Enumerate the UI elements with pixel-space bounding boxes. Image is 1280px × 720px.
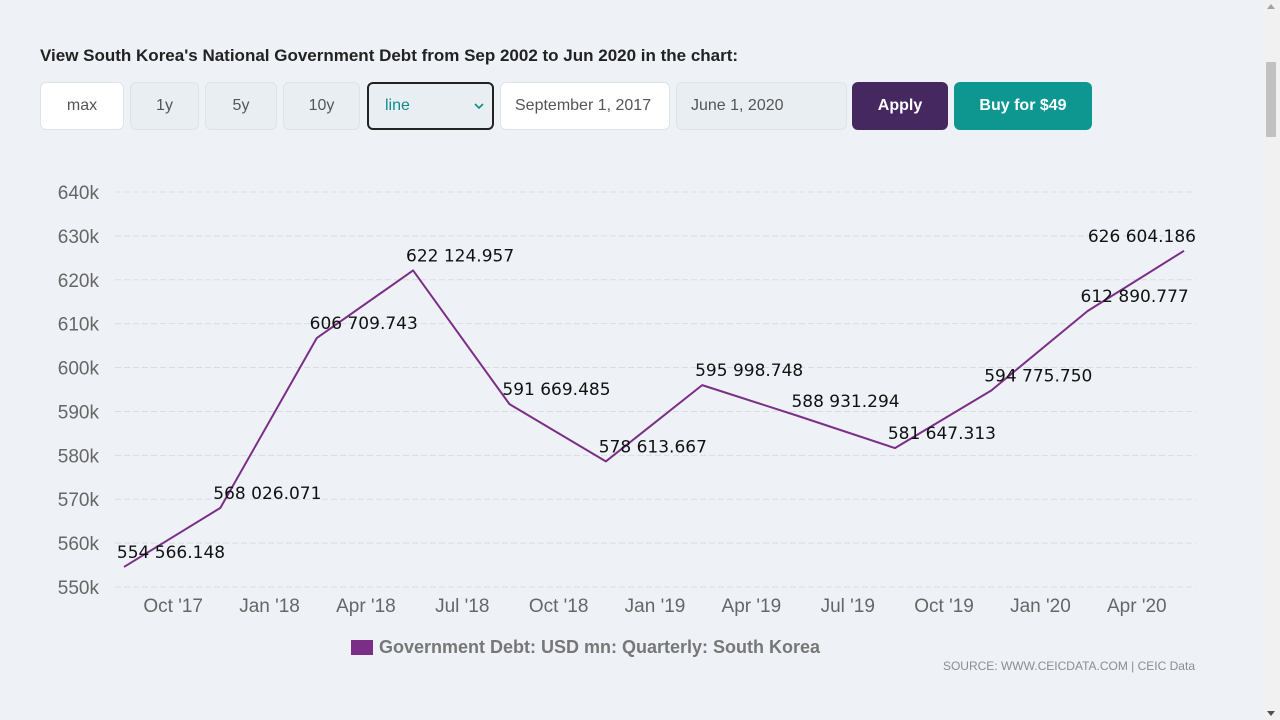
range-max-button[interactable]: max <box>40 82 124 130</box>
range-1y-button[interactable]: 1y <box>130 82 199 130</box>
chevron-down-icon <box>474 103 484 110</box>
series-line <box>123 249 1185 568</box>
x-tick-label: Jan '19 <box>625 596 686 617</box>
data-label: 626 604.186 <box>1088 227 1196 247</box>
x-tick-label: Oct '17 <box>143 596 203 617</box>
data-label: 622 124.957 <box>406 246 514 266</box>
scroll-down-icon[interactable] <box>1267 711 1275 716</box>
y-tick-label: 560k <box>58 534 100 555</box>
x-tick-label: Oct '18 <box>529 596 589 617</box>
legend-label: Government Debt: USD mn: Quarterly: Sout… <box>379 637 821 657</box>
chart-type-value: line <box>385 97 410 114</box>
data-label: 588 931.294 <box>791 392 899 412</box>
range-10y-button[interactable]: 10y <box>283 82 360 130</box>
page-heading: View South Korea's National Government D… <box>40 46 739 65</box>
scroll-up-icon[interactable] <box>1267 4 1275 9</box>
scroll-thumb[interactable] <box>1266 62 1276 137</box>
chart-type-select[interactable]: line <box>367 82 494 130</box>
data-label: 606 709.743 <box>310 314 418 334</box>
data-label: 554 566.148 <box>117 543 225 563</box>
buy-button[interactable]: Buy for $49 <box>954 82 1092 130</box>
y-tick-label: 630k <box>58 227 100 248</box>
x-tick-label: Apr '18 <box>336 596 396 617</box>
y-tick-label: 640k <box>58 183 100 204</box>
data-label: 568 026.071 <box>213 484 321 504</box>
y-tick-label: 580k <box>58 446 100 467</box>
range-5y-button[interactable]: 5y <box>205 82 277 130</box>
data-label: 581 647.313 <box>888 424 996 444</box>
x-tick-label: Jan '20 <box>1010 596 1071 617</box>
data-label: 612 890.777 <box>1081 287 1189 307</box>
x-tick-label: Oct '19 <box>914 596 974 617</box>
data-label: 594 775.750 <box>984 366 1092 386</box>
y-tick-label: 590k <box>58 402 100 423</box>
end-date-input[interactable]: June 1, 2020 <box>676 82 847 130</box>
y-tick-label: 620k <box>58 271 100 292</box>
scrollbar[interactable] <box>1263 0 1280 720</box>
legend-swatch <box>351 640 373 655</box>
data-label: 578 613.667 <box>599 437 707 457</box>
source-credit: SOURCE: WWW.CEICDATA.COM | CEIC Data <box>942 659 1195 673</box>
data-label: 595 998.748 <box>695 361 803 381</box>
x-tick-label: Jul '18 <box>435 596 489 617</box>
data-label: 591 669.485 <box>502 380 610 400</box>
x-tick-label: Jul '19 <box>821 596 875 617</box>
x-tick-label: Apr '20 <box>1107 596 1167 617</box>
apply-button[interactable]: Apply <box>852 82 948 130</box>
start-date-input[interactable]: September 1, 2017 <box>500 82 670 130</box>
y-tick-label: 600k <box>58 359 100 380</box>
y-tick-label: 570k <box>58 490 100 511</box>
x-tick-label: Jan '18 <box>239 596 300 617</box>
y-tick-label: 610k <box>58 315 100 336</box>
x-tick-label: Apr '19 <box>722 596 782 617</box>
y-tick-label: 550k <box>58 578 100 599</box>
